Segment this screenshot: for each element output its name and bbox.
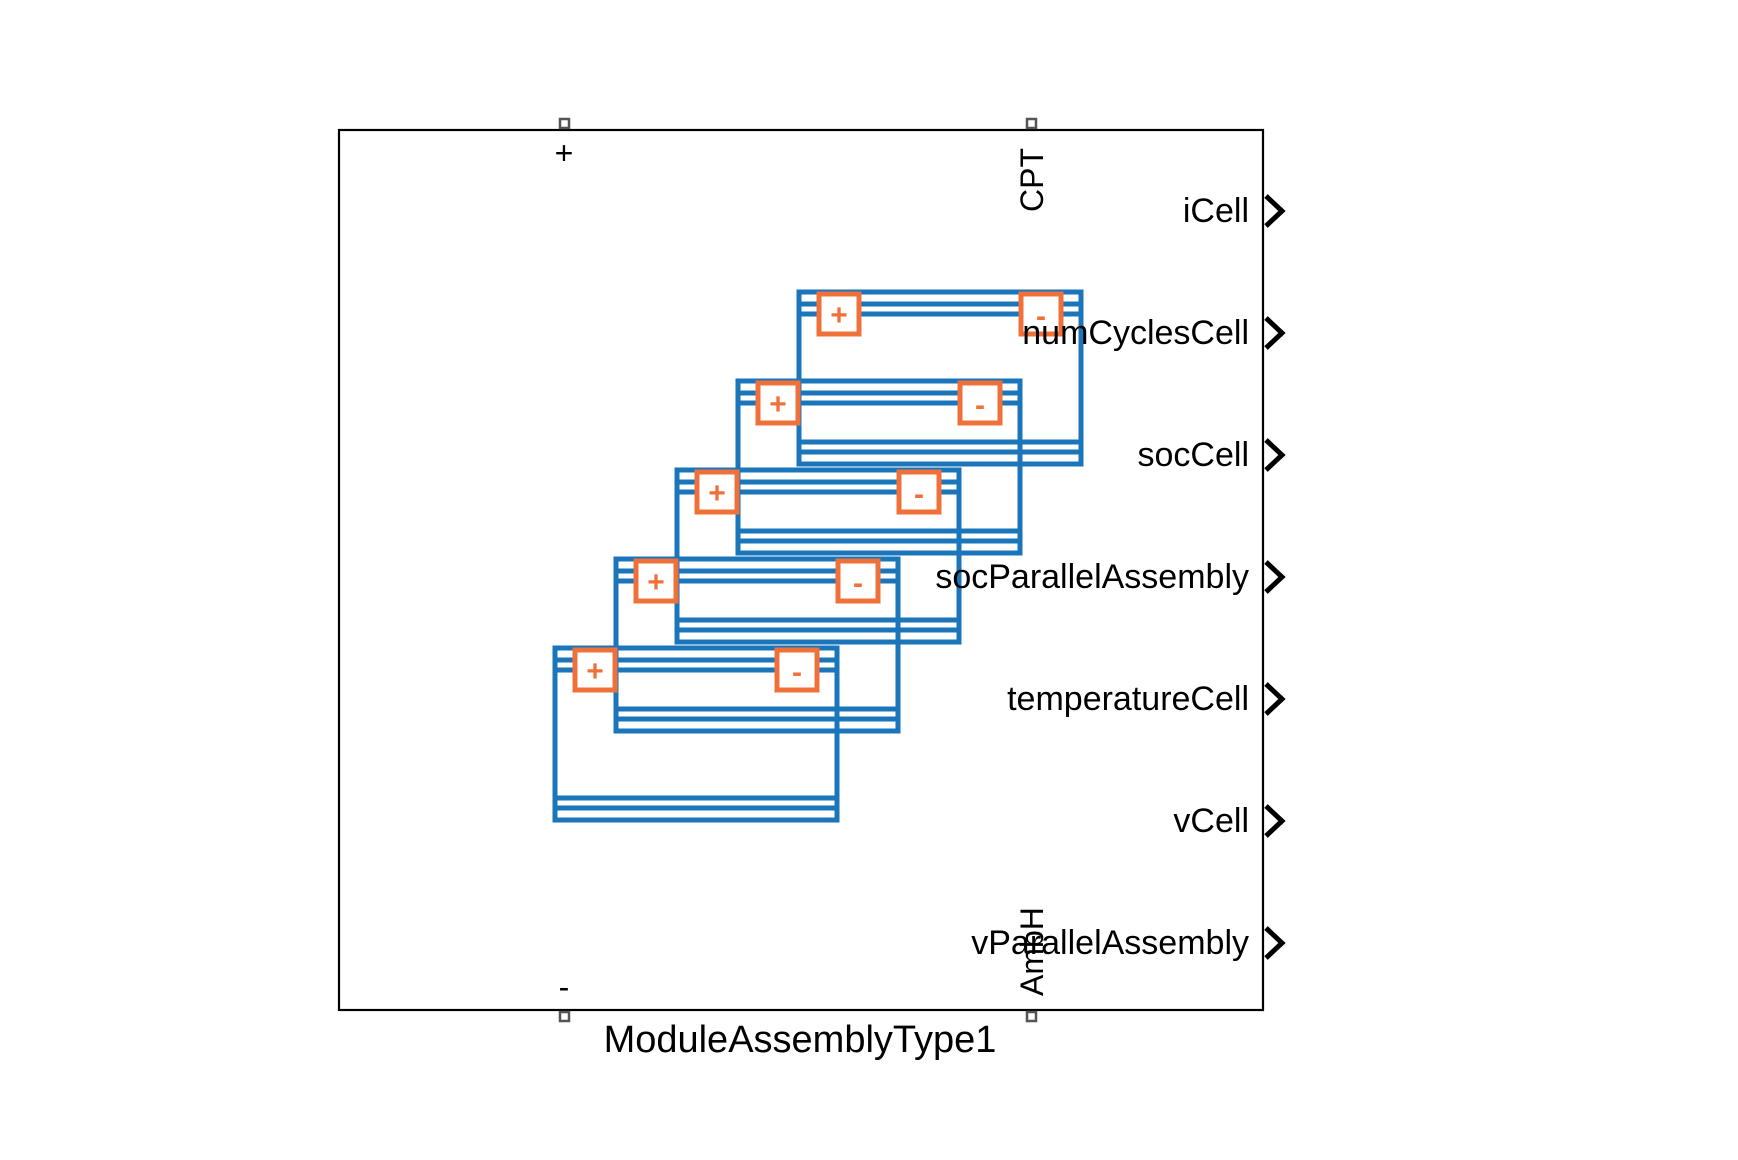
cell-positive-sign: + <box>830 299 848 332</box>
cell-positive-terminal <box>572 647 618 693</box>
cell-body <box>552 645 840 823</box>
cell-negative-terminal <box>1018 291 1064 337</box>
battery-cell: + - <box>674 467 962 645</box>
block-name-label[interactable]: ModuleAssemblyType1 <box>604 1019 997 1061</box>
battery-cell: + - <box>735 378 1023 556</box>
cell-positive-terminal <box>816 291 862 337</box>
cell-body <box>735 378 1023 556</box>
battery-cell: + - <box>796 289 1084 467</box>
battery-cell: + - <box>552 645 840 823</box>
output-label-vparallelassembly: vParallelAssembly <box>971 924 1249 962</box>
output-label-vcell: vCell <box>1173 802 1249 840</box>
cell-body <box>613 556 901 734</box>
output-label-soccell: socCell <box>1138 436 1249 474</box>
battery-cell: + - <box>613 556 901 734</box>
cell-positive-terminal <box>633 558 679 604</box>
positive-port-connector[interactable] <box>558 117 571 130</box>
negative-terminal-label: - <box>559 969 570 1005</box>
output-label-temperaturecell: temperatureCell <box>1007 680 1249 718</box>
cell-positive-sign: + <box>586 655 604 688</box>
thermal-terminal-label: CPT <box>1014 148 1050 212</box>
cell-positive-sign: + <box>769 388 787 421</box>
cell-negative-terminal <box>957 380 1003 426</box>
output-label-icell: iCell <box>1183 192 1249 230</box>
cell-negative-sign: - <box>792 656 802 689</box>
cell-negative-terminal <box>896 469 942 515</box>
output-label-socparallelassembly: socParallelAssembly <box>935 558 1249 596</box>
output-port-chevron-icon[interactable] <box>1264 560 1286 594</box>
output-port-chevron-icon[interactable] <box>1264 194 1286 228</box>
output-port-chevron-icon[interactable] <box>1264 316 1286 350</box>
cell-negative-terminal <box>835 558 881 604</box>
negative-port-connector[interactable] <box>558 1010 571 1023</box>
output-port-chevron-icon[interactable] <box>1264 438 1286 472</box>
cell-positive-sign: + <box>647 566 665 599</box>
ambient-port-connector[interactable] <box>1025 1010 1038 1023</box>
cell-negative-sign: - <box>975 389 985 422</box>
thermal-port-connector[interactable] <box>1025 117 1038 130</box>
output-port-chevron-icon[interactable] <box>1264 682 1286 716</box>
cell-negative-sign: - <box>853 567 863 600</box>
cell-body <box>796 289 1084 467</box>
cell-positive-sign: + <box>708 477 726 510</box>
output-port-chevron-icon[interactable] <box>1264 804 1286 838</box>
cell-positive-terminal <box>694 469 740 515</box>
cell-negative-terminal <box>774 647 820 693</box>
battery-module-icon: + -+ -+ -+ -+ - <box>552 289 1084 823</box>
positive-terminal-label: + <box>555 135 574 171</box>
cell-body <box>674 467 962 645</box>
ambient-terminal-label: AmbH <box>1014 907 1050 996</box>
output-port-chevron-icon[interactable] <box>1264 926 1286 960</box>
output-label-numcyclescell: numCyclesCell <box>1022 314 1249 352</box>
cell-negative-sign: - <box>914 478 924 511</box>
cell-negative-sign: - <box>1036 300 1046 333</box>
cell-positive-terminal <box>755 380 801 426</box>
